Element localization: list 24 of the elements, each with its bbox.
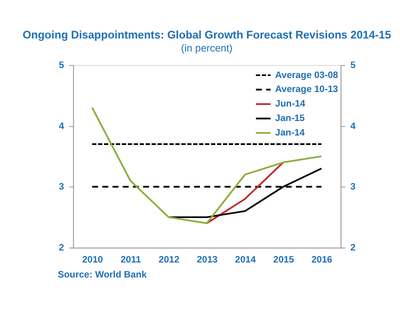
y2-tick-label: 2 — [350, 242, 356, 253]
y-tick-label: 3 — [58, 182, 64, 192]
x-tick-label: 2014 — [235, 254, 257, 264]
legend-label: Average 03-08 — [275, 70, 338, 80]
x-tick-label: 2016 — [311, 254, 332, 264]
y2-tick-label: 3 — [350, 182, 356, 192]
source-note: Source: World Bank — [58, 269, 148, 280]
y2-tick-label: 4 — [350, 120, 356, 131]
legend-label: Jun-14 — [275, 98, 306, 109]
x-tick-label: 2013 — [196, 254, 218, 264]
y2-tick-label: 5 — [350, 60, 356, 70]
y-tick-label: 5 — [58, 60, 64, 70]
chart-title: Ongoing Disappointments: Global Growth Forecast Revisions 2014-15 — [22, 30, 391, 42]
line-series — [91, 106, 322, 224]
legend-label: Jan-14 — [275, 128, 306, 138]
x-tick-label: 2012 — [158, 254, 180, 264]
y-tick-label: 4 — [58, 120, 65, 131]
legend-label: Average 10-13 — [275, 84, 338, 94]
x-tick-label: 2010 — [82, 254, 103, 264]
chart-subtitle: (in percent) — [181, 43, 233, 54]
x-tick-label: 2011 — [120, 254, 141, 264]
x-tick-label: 2015 — [273, 254, 294, 264]
y-tick-label: 2 — [58, 242, 64, 253]
legend-label: Jan-15 — [275, 113, 305, 124]
